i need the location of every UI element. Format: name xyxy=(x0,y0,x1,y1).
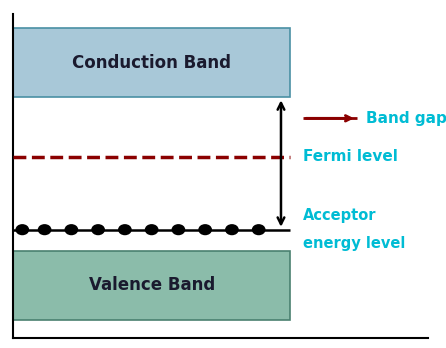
Circle shape xyxy=(226,225,238,234)
Bar xyxy=(13,251,290,320)
Text: Conduction Band: Conduction Band xyxy=(72,54,231,72)
Text: Band gap: Band gap xyxy=(366,111,446,126)
Bar xyxy=(13,28,290,97)
Circle shape xyxy=(17,225,28,234)
Circle shape xyxy=(92,225,104,234)
Circle shape xyxy=(39,225,50,234)
Circle shape xyxy=(173,225,184,234)
Text: Acceptor: Acceptor xyxy=(303,208,377,223)
Text: Valence Band: Valence Band xyxy=(88,276,215,294)
Circle shape xyxy=(253,225,264,234)
Text: Fermi level: Fermi level xyxy=(303,149,398,164)
Circle shape xyxy=(146,225,157,234)
Text: energy level: energy level xyxy=(303,236,406,251)
Circle shape xyxy=(66,225,77,234)
Circle shape xyxy=(199,225,211,234)
Circle shape xyxy=(119,225,131,234)
